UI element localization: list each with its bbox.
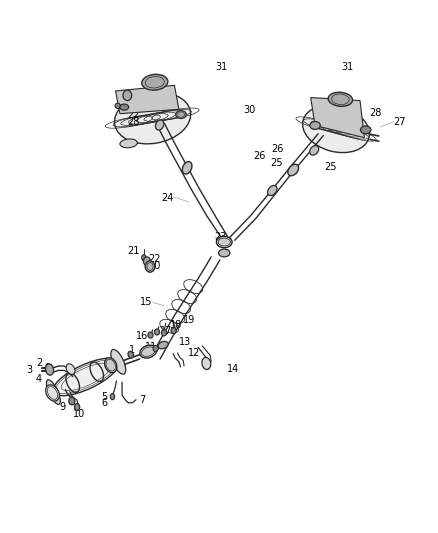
Ellipse shape <box>120 104 129 110</box>
Ellipse shape <box>111 350 126 374</box>
Text: 1: 1 <box>129 345 135 356</box>
Text: 29: 29 <box>158 96 170 107</box>
Text: 22: 22 <box>148 254 161 264</box>
Text: 15: 15 <box>140 297 152 308</box>
Text: 3: 3 <box>26 366 32 375</box>
Text: 27: 27 <box>393 117 405 126</box>
Text: 5: 5 <box>102 392 108 401</box>
Ellipse shape <box>46 380 60 405</box>
Text: 13: 13 <box>179 337 191 346</box>
Ellipse shape <box>216 236 232 248</box>
Text: 31: 31 <box>342 61 354 71</box>
Ellipse shape <box>140 345 157 358</box>
Ellipse shape <box>153 345 158 352</box>
Text: 28: 28 <box>370 108 382 118</box>
Ellipse shape <box>328 92 353 106</box>
Ellipse shape <box>142 74 168 90</box>
Ellipse shape <box>115 92 191 144</box>
Text: 16: 16 <box>136 332 148 341</box>
Ellipse shape <box>123 90 132 101</box>
Text: 30: 30 <box>243 105 255 115</box>
Ellipse shape <box>155 120 164 130</box>
Text: 20: 20 <box>148 261 161 271</box>
Text: 6: 6 <box>102 398 108 408</box>
Ellipse shape <box>74 403 80 410</box>
Circle shape <box>115 103 120 108</box>
Ellipse shape <box>69 397 75 405</box>
Polygon shape <box>311 98 364 138</box>
Ellipse shape <box>360 126 371 134</box>
Ellipse shape <box>171 328 176 334</box>
Ellipse shape <box>161 330 166 336</box>
Ellipse shape <box>142 255 146 261</box>
Ellipse shape <box>219 249 230 257</box>
Text: 4: 4 <box>36 374 42 384</box>
Ellipse shape <box>268 185 277 196</box>
Text: 12: 12 <box>187 348 200 358</box>
Text: 22: 22 <box>127 110 140 119</box>
Ellipse shape <box>128 351 134 358</box>
Text: 25: 25 <box>271 158 283 167</box>
Text: 21: 21 <box>127 246 140 256</box>
Text: 30: 30 <box>312 108 325 118</box>
Ellipse shape <box>303 106 369 152</box>
Text: 19: 19 <box>183 315 195 325</box>
Ellipse shape <box>310 146 319 155</box>
Ellipse shape <box>176 111 186 118</box>
Ellipse shape <box>120 139 138 148</box>
Ellipse shape <box>288 164 299 176</box>
Text: 18: 18 <box>170 320 182 330</box>
Ellipse shape <box>46 385 60 401</box>
Ellipse shape <box>144 257 150 265</box>
Ellipse shape <box>53 358 119 395</box>
Ellipse shape <box>66 364 75 374</box>
Ellipse shape <box>46 364 53 375</box>
Text: 26: 26 <box>253 151 265 161</box>
Text: 11: 11 <box>145 342 157 352</box>
Ellipse shape <box>158 341 168 349</box>
Text: 17: 17 <box>160 326 173 336</box>
Text: 10: 10 <box>73 409 85 419</box>
Text: 2: 2 <box>36 358 42 368</box>
Ellipse shape <box>202 357 211 369</box>
Text: 31: 31 <box>215 61 227 71</box>
Text: 8: 8 <box>110 351 117 361</box>
Text: 25: 25 <box>324 162 336 172</box>
Polygon shape <box>116 85 179 114</box>
Ellipse shape <box>105 358 117 373</box>
Text: 24: 24 <box>161 192 173 203</box>
Ellipse shape <box>182 161 192 174</box>
Ellipse shape <box>110 393 115 400</box>
Text: 26: 26 <box>271 144 284 155</box>
Text: 7: 7 <box>140 394 146 405</box>
Ellipse shape <box>145 261 155 272</box>
Ellipse shape <box>310 122 320 130</box>
Text: 23: 23 <box>214 232 226 242</box>
Text: 14: 14 <box>227 364 239 374</box>
Text: 9: 9 <box>45 363 51 373</box>
Ellipse shape <box>148 332 153 338</box>
Text: 9: 9 <box>59 402 65 412</box>
Ellipse shape <box>154 329 159 335</box>
Text: 28: 28 <box>127 117 140 126</box>
